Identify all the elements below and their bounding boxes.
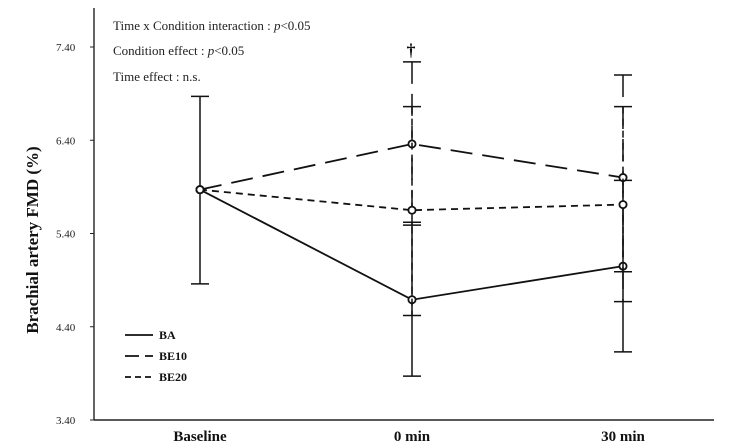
y-tick-label: 3.40 xyxy=(56,415,76,427)
legend-label: BE20 xyxy=(159,370,187,384)
x-tick-label: Baseline xyxy=(173,429,227,445)
annotation-time: Time effect : n.s. xyxy=(113,69,201,84)
y-tick-label: 4.40 xyxy=(56,322,76,334)
x-tick-label: 0 min xyxy=(394,429,431,445)
data-point xyxy=(618,200,628,210)
y-tick-label: 5.40 xyxy=(56,229,76,241)
y-tick-label: 6.40 xyxy=(56,135,76,147)
data-point xyxy=(195,185,205,195)
x-tick-label: 30 min xyxy=(601,429,645,445)
legend-label: BA xyxy=(159,328,176,342)
data-point xyxy=(407,205,417,215)
legend: BA BE10 BE20 xyxy=(125,328,187,384)
y-axis-label: Brachial artery FMD (%) xyxy=(23,146,42,333)
series-line xyxy=(199,143,624,191)
legend-label: BE10 xyxy=(159,349,187,363)
series-group xyxy=(191,61,632,377)
y-tick-label: 7.40 xyxy=(56,42,76,54)
axes xyxy=(93,8,714,421)
y-ticks: 3.40 4.40 5.40 6.40 7.40 xyxy=(56,42,94,427)
annotation-block: Time x Condition interaction : p<0.05 Co… xyxy=(113,18,311,84)
series-line xyxy=(199,188,624,212)
x-ticks: Baseline 0 min 30 min xyxy=(173,429,645,445)
significance-dagger: † xyxy=(407,40,416,60)
series-be10 xyxy=(195,61,632,303)
series-be20 xyxy=(195,105,632,317)
annotation-condition: Condition effect : p<0.05 xyxy=(113,43,244,58)
annotation-interaction: Time x Condition interaction : p<0.05 xyxy=(113,18,311,33)
